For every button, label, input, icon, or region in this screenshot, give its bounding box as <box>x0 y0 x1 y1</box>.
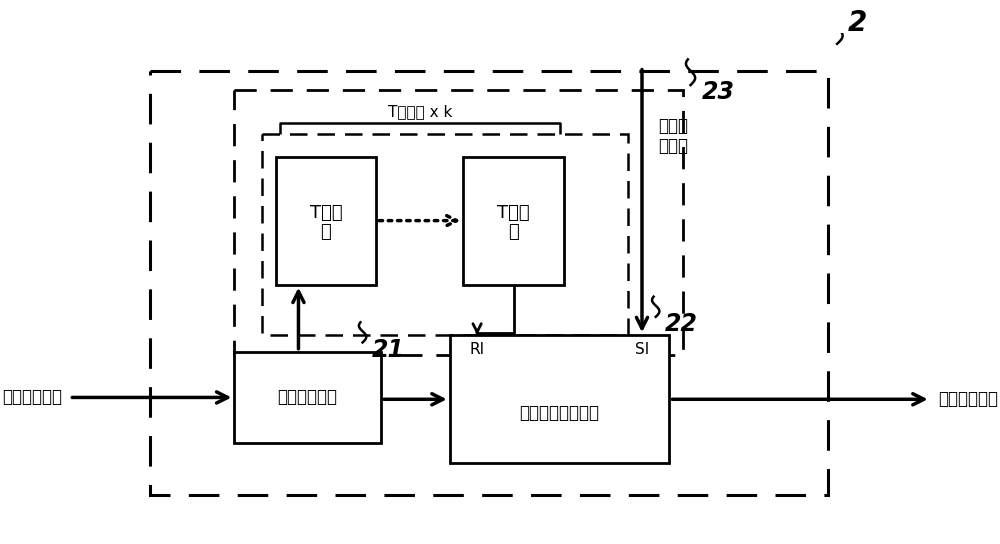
Text: 时钟控制信号: 时钟控制信号 <box>938 390 998 408</box>
Text: SI: SI <box>635 342 649 357</box>
Text: 高频时钟信号: 高频时钟信号 <box>2 388 62 406</box>
Text: 23: 23 <box>702 81 735 104</box>
Bar <box>276 157 376 285</box>
Text: 第二分流单元: 第二分流单元 <box>278 388 338 406</box>
Bar <box>463 157 564 285</box>
Text: T触发: T触发 <box>497 205 530 222</box>
Text: RI: RI <box>470 342 485 357</box>
Bar <box>450 335 669 463</box>
Text: 21: 21 <box>372 338 405 362</box>
Text: 器: 器 <box>508 222 519 240</box>
Text: 2: 2 <box>848 9 867 37</box>
Text: T触发: T触发 <box>310 205 342 222</box>
Text: 非破坏性读出单元: 非破坏性读出单元 <box>520 404 600 422</box>
Text: 控制脉: 控制脉 <box>658 118 688 135</box>
Bar <box>150 71 828 494</box>
Text: 冲信号: 冲信号 <box>658 138 688 156</box>
Bar <box>234 351 381 443</box>
Text: 器: 器 <box>321 222 331 240</box>
Text: T触发器 x k: T触发器 x k <box>388 104 452 119</box>
Bar <box>262 134 628 335</box>
Bar <box>234 90 683 355</box>
Text: 22: 22 <box>665 312 698 336</box>
